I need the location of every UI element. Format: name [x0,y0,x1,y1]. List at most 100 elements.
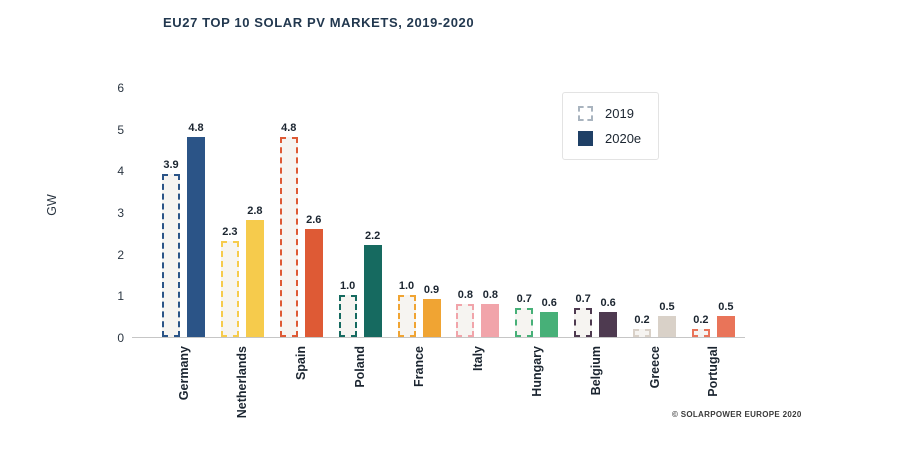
legend-label-2019: 2019 [605,106,634,121]
y-tick-2: 2 [117,247,124,262]
bar-column-2019-spain: 4.8 [279,122,298,337]
bar-group-germany: 3.9 4.8 Germany [162,122,205,400]
bar-2020e-germany [187,137,205,337]
bar-column-2020e-netherlands: 2.8 [245,205,264,337]
value-label-2020e-portugal: 0.5 [718,301,734,313]
x-tick-label-italy: Italy [470,346,485,372]
value-label-2020e-spain: 2.6 [306,214,322,226]
y-tick-3: 3 [117,206,124,220]
legend-label-2020e: 2020e [605,131,642,146]
legend-item-2020e: 2020e [578,131,641,146]
y-tick-6: 6 [117,81,124,95]
value-label-2019-france: 1.0 [398,280,415,292]
bar-column-2019-portugal: 0.2 [691,314,710,337]
x-tick-label-belgium: Belgium [588,346,603,396]
value-label-2020e-germany: 4.8 [188,122,204,134]
bar-column-2019-hungary: 0.7 [515,293,534,337]
value-label-2020e-greece: 0.5 [659,301,675,313]
bar-2019-netherlands [220,241,239,337]
plot-area: 3.9 4.8 Germany 2.3 2.8 Netherlands 4.8 2.6 Spai… [132,88,745,418]
bar-2019-poland [338,295,357,337]
legend-item-2019: 2019 [578,106,641,121]
value-label-2019-portugal: 0.2 [693,314,709,326]
value-label-2020e-netherlands: 2.8 [247,205,263,217]
x-tick-label-hungary: Hungary [529,346,544,397]
bar-group-spain: 4.8 2.6 Spain [279,122,323,380]
bar-column-2020e-greece: 0.5 [658,301,676,337]
bar-column-2019-netherlands: 2.3 [220,226,239,337]
bar-2020e-portugal [716,316,735,337]
bar-group-belgium: 0.7 0.6 Belgium [574,293,618,395]
value-label-2020e-hungary: 0.6 [541,297,557,309]
copyright-credit: © SOLARPOWER EUROPE 2020 [672,410,802,419]
value-label-2019-belgium: 0.7 [575,293,591,305]
bar-column-2020e-italy: 0.8 [481,289,500,337]
chart-title: EU27 TOP 10 SOLAR PV MARKETS, 2019-2020 [163,15,475,30]
legend-swatch-2020e-solid-icon [578,131,593,146]
value-label-2019-netherlands: 2.3 [222,226,238,238]
bar-column-2019-poland: 1.0 [338,280,357,337]
y-axis: 0 1 2 3 4 5 6 [90,81,124,345]
value-label-2020e-france: 0.9 [423,284,440,296]
bar-2020e-belgium [599,312,618,337]
value-label-2019-hungary: 0.7 [516,293,532,305]
bar-2020e-hungary [540,312,559,337]
bar-column-2020e-poland: 2.2 [363,230,382,337]
bar-2020e-greece [658,316,676,337]
bar-column-2020e-hungary: 0.6 [540,297,559,337]
bar-column-2020e-france: 0.9 [422,284,441,337]
value-label-2020e-italy: 0.8 [482,289,499,301]
bar-2019-spain [279,137,298,337]
x-tick-label-germany: Germany [176,346,191,401]
bar-column-2019-france: 1.0 [397,280,416,337]
bar-2019-italy [456,304,475,337]
bar-group-poland: 1.0 2.2 Poland [338,230,382,388]
legend: 2019 2020e [562,92,660,160]
value-label-2020e-belgium: 0.6 [600,297,616,309]
value-label-2020e-poland: 2.2 [364,230,381,242]
bar-column-2019-germany: 3.9 [162,159,180,337]
bar-column-2019-belgium: 0.7 [574,293,593,337]
bar-column-2019-italy: 0.8 [456,289,475,337]
y-axis-title: GW [45,194,59,216]
bar-2019-greece [633,329,651,337]
bar-2020e-spain [304,229,323,337]
bar-2020e-netherlands [245,220,264,337]
x-tick-label-greece: Greece [647,346,662,389]
x-tick-label-netherlands: Netherlands [235,346,250,419]
bar-2019-belgium [574,308,593,337]
bar-2020e-france [422,299,441,337]
bar-column-2020e-germany: 4.8 [187,122,205,337]
bar-2019-hungary [515,308,534,337]
y-tick-1: 1 [117,289,124,304]
bar-2019-germany [162,174,180,337]
y-tick-5: 5 [117,122,124,137]
value-label-2019-greece: 0.2 [634,314,650,326]
bar-column-2019-greece: 0.2 [633,314,651,337]
bar-group-italy: 0.8 0.8 Italy [456,289,500,371]
bar-group-netherlands: 2.3 2.8 Netherlands [220,205,264,418]
y-tick-4: 4 [117,164,124,179]
bar-column-2020e-portugal: 0.5 [716,301,735,337]
bar-2020e-italy [481,304,500,337]
bar-group-hungary: 0.7 0.6 Hungary [515,293,559,397]
value-label-2019-italy: 0.8 [457,289,474,301]
bar-group-greece: 0.2 0.5 Greece [633,301,676,388]
y-tick-0: 0 [117,331,124,345]
value-label-2019-germany: 3.9 [163,159,179,171]
bar-column-2020e-belgium: 0.6 [599,297,618,337]
bar-2019-portugal [691,329,710,337]
legend-swatch-2019-dashed-icon [578,106,593,121]
bar-2019-france [397,295,416,337]
x-tick-label-spain: Spain [294,346,309,381]
bar-column-2020e-spain: 2.6 [304,214,323,337]
x-tick-label-poland: Poland [353,346,368,388]
bar-2020e-poland [363,245,382,337]
value-label-2019-spain: 4.8 [281,122,297,134]
value-label-2019-poland: 1.0 [339,280,356,292]
x-tick-label-france: France [412,346,426,387]
bar-group-portugal: 0.2 0.5 Portugal [691,301,735,397]
x-tick-label-portugal: Portugal [706,346,721,397]
bar-group-france: 1.0 0.9 France [397,280,441,387]
